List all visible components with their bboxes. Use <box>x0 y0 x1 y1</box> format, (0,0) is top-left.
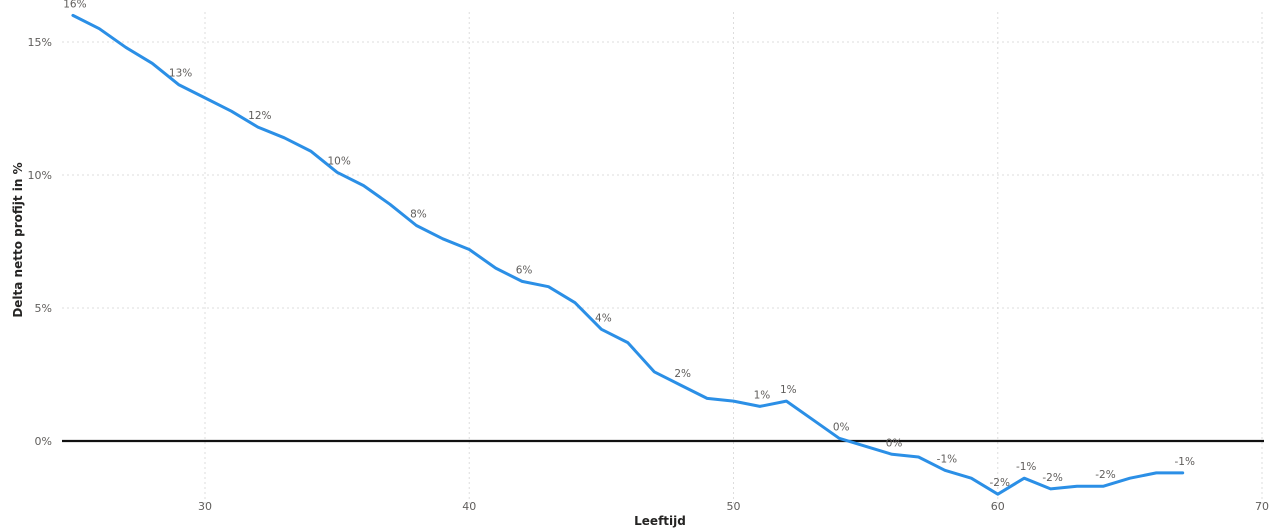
data-label: 10% <box>327 155 350 167</box>
data-label: 4% <box>595 312 612 324</box>
x-tick-label: 60 <box>991 500 1005 513</box>
data-labels: 16% 13% 12% 10% 8% 6% 4% 2% 1% 1% 0% 0% -1% -2% -1% -2%… <box>63 0 1195 489</box>
data-label: -1% <box>1174 456 1194 468</box>
x-axis-ticks: 30 40 50 60 70 <box>198 500 1269 513</box>
data-label: 8% <box>410 209 427 221</box>
series-layer <box>71 13 1185 496</box>
data-label: -2% <box>990 477 1010 489</box>
data-label: -2% <box>1042 472 1062 484</box>
x-tick-label: 50 <box>727 500 741 513</box>
y-axis-title: Delta netto profijt in % <box>11 162 25 317</box>
series-line <box>71 13 1185 496</box>
data-label: 16% <box>63 0 86 10</box>
data-label: 2% <box>674 368 691 380</box>
y-tick-label: 0% <box>35 435 52 448</box>
y-tick-label: 10% <box>28 169 52 182</box>
data-label: 1% <box>780 384 797 396</box>
data-label: -1% <box>1016 461 1036 473</box>
y-tick-label: 15% <box>28 36 52 49</box>
data-label: 0% <box>833 421 850 433</box>
data-label: 12% <box>248 110 271 122</box>
grid <box>62 12 1264 507</box>
data-label: 0% <box>886 437 903 449</box>
x-tick-label: 40 <box>462 500 476 513</box>
data-label: -2% <box>1095 469 1115 481</box>
x-tick-label: 30 <box>198 500 212 513</box>
data-label: 13% <box>169 68 192 80</box>
x-tick-label: 70 <box>1255 500 1269 513</box>
y-axis-ticks: 0% 5% 10% 15% <box>28 36 52 448</box>
data-label: 1% <box>754 389 771 401</box>
x-axis-title: Leeftijd <box>634 514 686 528</box>
data-label: 6% <box>516 264 533 276</box>
y-tick-label: 5% <box>35 302 52 315</box>
data-label: -1% <box>937 453 957 465</box>
